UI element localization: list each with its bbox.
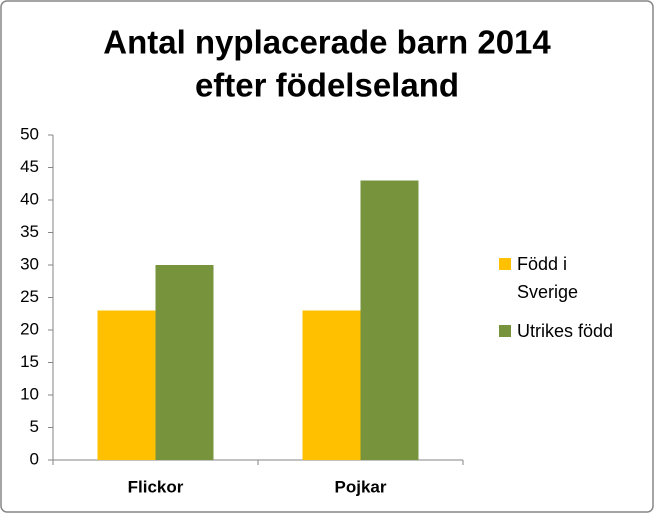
- x-tick-label: Flickor: [128, 477, 184, 496]
- y-tick-label: 25: [20, 287, 39, 306]
- y-tick-label: 20: [20, 319, 39, 338]
- chart-title: Antal nyplacerade barn 2014: [103, 24, 551, 61]
- legend-label: Utrikes född: [517, 321, 614, 341]
- y-tick-label: 35: [20, 222, 39, 241]
- legend-label: Född i Sverige: [517, 254, 579, 302]
- bar: [155, 265, 214, 460]
- y-tick-label: 5: [30, 417, 39, 436]
- y-tick-label: 30: [20, 254, 39, 273]
- bar: [97, 310, 156, 460]
- y-tick-label: 0: [30, 449, 39, 468]
- x-tick-label: Pojkar: [335, 477, 387, 496]
- y-tick-label: 45: [20, 157, 39, 176]
- y-tick-label: 10: [20, 384, 39, 403]
- y-tick-label: 40: [20, 189, 39, 208]
- bar: [302, 310, 361, 460]
- legend-swatch: [499, 258, 511, 270]
- legend-swatch: [499, 325, 511, 337]
- chart-title: efter födelseland: [195, 67, 459, 104]
- y-tick-label: 15: [20, 352, 39, 371]
- bar: [360, 180, 419, 460]
- y-tick-label: 50: [20, 124, 39, 143]
